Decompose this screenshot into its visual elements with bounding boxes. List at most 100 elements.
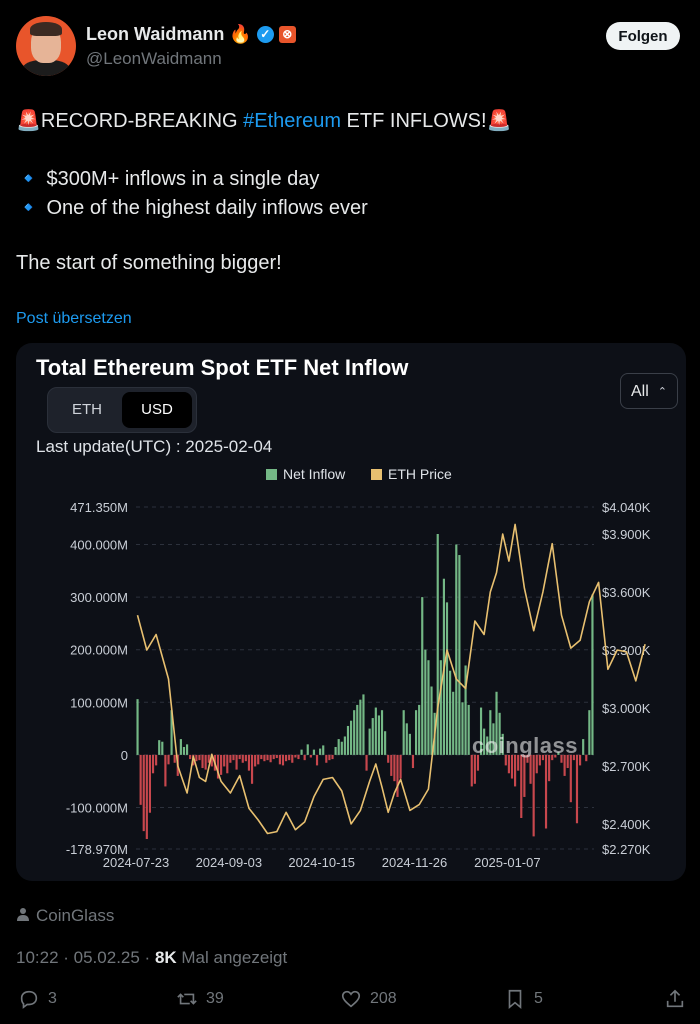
x-tick-label: 2025-01-07	[474, 855, 541, 870]
like-button[interactable]: 208	[340, 988, 397, 1010]
x-tick-label: 2024-09-03	[196, 855, 263, 870]
y-left-tick-label: 471.350M	[70, 500, 128, 515]
inflow-bar	[430, 686, 433, 755]
inflow-bar	[473, 754, 476, 784]
toggle-usd[interactable]: USD	[122, 392, 192, 428]
inflow-bar	[312, 749, 316, 755]
inflow-bar	[560, 754, 563, 763]
inflow-bar	[449, 670, 452, 755]
bookmark-count: 5	[534, 990, 543, 1007]
inflow-bar	[374, 707, 377, 755]
y-right-tick-label: $2.700K	[602, 759, 651, 774]
inflow-bar	[136, 699, 139, 755]
inflow-bar	[173, 754, 176, 763]
inflow-bar	[380, 710, 384, 755]
chart-legend: Net Inflow ETH Price	[266, 466, 452, 482]
inflow-bar	[207, 754, 210, 763]
bookmark-button[interactable]: 5	[504, 988, 543, 1010]
inflow-bar	[216, 754, 220, 779]
legend-swatch	[266, 469, 277, 480]
inflow-bar	[538, 754, 541, 766]
inflow-bar	[483, 728, 486, 755]
inflow-bar	[309, 754, 312, 758]
legend-label: Net Inflow	[283, 466, 346, 482]
translate-link[interactable]: Post übersetzen	[16, 310, 132, 327]
author-handle[interactable]: @LeonWaidmann	[86, 49, 222, 68]
inflow-bar	[337, 739, 340, 755]
avatar[interactable]	[16, 16, 76, 76]
repost-button[interactable]: 39	[176, 988, 224, 1010]
inflow-bar	[486, 736, 489, 755]
source-label[interactable]: CoinGlass	[36, 906, 115, 925]
y-left-tick-label: -100.000M	[66, 800, 128, 815]
bookmark-icon	[508, 989, 522, 1010]
inflow-bar	[291, 754, 294, 763]
tweet-line-1: 🚨RECORD-BREAKING #Ethereum ETF INFLOWS!🚨	[16, 110, 512, 132]
inflow-bar	[489, 710, 492, 755]
inflow-bar	[495, 691, 498, 755]
siren-emoji: 🚨	[486, 110, 512, 132]
inflow-bar	[405, 723, 408, 755]
chart-image-card[interactable]: Total Ethereum Spot ETF Net Inflow ETH U…	[16, 343, 686, 881]
inflow-bar	[319, 748, 322, 755]
inflow-bar	[436, 534, 439, 755]
inflow-bar	[195, 754, 198, 762]
inflow-bar	[235, 754, 238, 770]
inflow-bar	[223, 754, 226, 767]
inflow-bar	[554, 754, 557, 758]
inflow-bar	[198, 754, 201, 761]
inflow-bar	[445, 602, 449, 755]
range-select[interactable]: All ⌃	[620, 373, 678, 409]
inflow-bar	[269, 754, 272, 763]
affiliate-badge-icon[interactable]: ⊗	[278, 26, 296, 43]
legend-swatch	[371, 469, 382, 480]
unit-toggle[interactable]: ETH USD	[47, 387, 197, 433]
inflow-bar	[328, 754, 331, 761]
y-right-tick-label: $2.400K	[602, 817, 651, 832]
inflow-bar	[170, 710, 173, 755]
post-meta: 10:22 · 05.02.25 · 8K Mal angezeigt	[16, 948, 287, 968]
inflow-bar	[300, 749, 303, 755]
views-label: Mal angezeigt	[176, 948, 288, 967]
inflow-bar	[182, 746, 186, 755]
author-name-row[interactable]: Leon Waidmann 🔥 ✓ ⊗	[86, 24, 296, 45]
y-left-tick-label: -178.970M	[66, 842, 128, 857]
inflow-bar	[384, 731, 387, 755]
inflow-bar	[365, 754, 368, 771]
follow-button[interactable]: Folgen	[606, 22, 680, 50]
timestamp[interactable]: 10:22 · 05.02.25 ·	[16, 948, 155, 967]
person-icon	[16, 906, 30, 926]
x-tick-label: 2024-10-15	[288, 855, 355, 870]
inflow-bar	[340, 741, 343, 755]
toggle-eth[interactable]: ETH	[72, 401, 102, 418]
inflow-bar	[507, 754, 510, 774]
inflow-bar	[334, 746, 337, 755]
y-left-tick-label: 200.000M	[70, 643, 128, 658]
tweet-bullet-2: 🔹 One of the highest daily inflows ever	[16, 197, 368, 219]
inflow-bar	[393, 754, 396, 782]
inflow-bar	[424, 649, 427, 755]
inflow-bar	[582, 739, 585, 755]
inflow-bar	[439, 660, 442, 755]
inflow-bar	[220, 754, 223, 775]
hashtag-link[interactable]: #Ethereum	[243, 110, 341, 132]
inflow-bar	[520, 754, 523, 818]
source-attribution[interactable]: CoinGlass	[16, 906, 114, 926]
inflow-bar	[408, 733, 411, 755]
chart-title: Total Ethereum Spot ETF Net Inflow	[36, 355, 409, 380]
share-button[interactable]	[664, 988, 686, 1010]
inflow-bar	[260, 754, 263, 760]
reply-button[interactable]: 3	[18, 988, 57, 1010]
inflow-bar	[529, 754, 532, 784]
inflow-bar	[158, 740, 161, 755]
author-name[interactable]: Leon Waidmann	[86, 24, 225, 44]
inflow-bar	[455, 544, 458, 755]
inflow-bar	[353, 710, 356, 755]
inflow-bar	[399, 754, 402, 779]
y-right-tick-label: $4.040K	[602, 500, 651, 515]
chevron-updown-icon: ⌃	[657, 386, 667, 398]
verified-badge-icon[interactable]: ✓	[256, 26, 274, 43]
inflow-bar	[145, 754, 148, 840]
inflow-bar	[464, 665, 467, 755]
inflow-bar	[371, 718, 374, 755]
